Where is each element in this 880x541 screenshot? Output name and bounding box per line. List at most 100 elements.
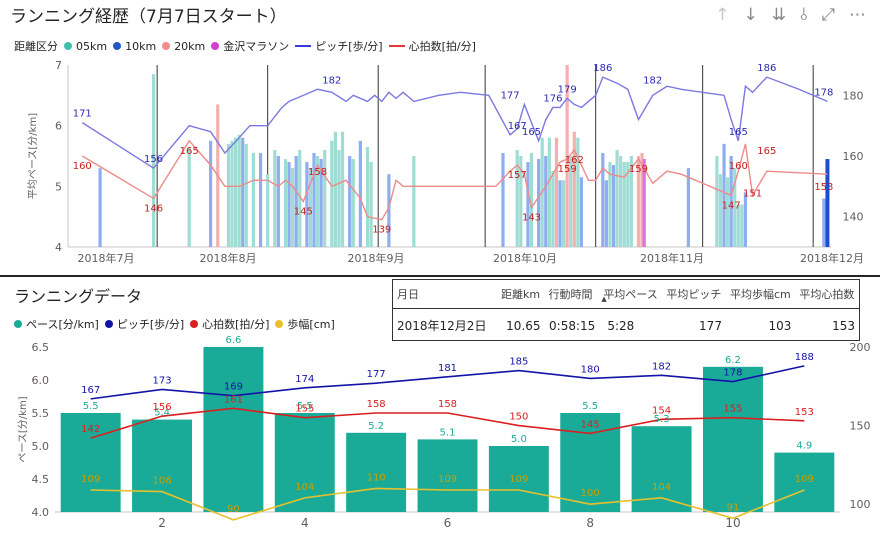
heart-data-label: 161 — [224, 394, 243, 405]
pace-bar — [615, 149, 619, 247]
col-avg-pitch[interactable]: 平均ピッチ — [662, 280, 726, 309]
pace-bar — [640, 152, 644, 247]
col-avg-stride[interactable]: 平均歩幅cm — [725, 280, 796, 309]
legend-pitch2-marker — [104, 320, 113, 328]
pitch-data-label: 178 — [814, 87, 833, 98]
heart-data-label: 165 — [180, 146, 199, 157]
pitch-data-label: 177 — [501, 90, 520, 101]
pace-bar — [626, 162, 630, 247]
x-tick-label: 2018年9月 — [348, 251, 405, 265]
pace-data-label: 5.2 — [368, 421, 384, 432]
x-tick-label: 2018年7月 — [78, 251, 135, 265]
pace-bar — [622, 162, 626, 247]
heart-line — [81, 139, 828, 221]
pace-bar — [572, 131, 576, 247]
y-tick-label: 6 — [55, 120, 62, 133]
pace-bar — [722, 143, 726, 247]
pace-bar — [369, 162, 373, 247]
pitch-data-label: 177 — [367, 369, 386, 380]
legend-marathon[interactable]: 金沢マラソン — [223, 40, 290, 53]
heart-line — [90, 407, 805, 439]
arrow-up-icon[interactable]: ↑ — [715, 5, 730, 25]
x-tick-label: 2018年10月 — [493, 251, 557, 265]
pace-bar — [544, 156, 548, 247]
x-tick-label: 4 — [301, 516, 309, 530]
pace-data-label: 5.0 — [511, 434, 527, 445]
y-tick-label: 4 — [55, 241, 62, 254]
col-avg-pace[interactable]: 平均ペース ▲ — [599, 280, 663, 309]
pace-bar — [308, 168, 313, 247]
pace-bar — [601, 152, 605, 247]
cell-avg-pitch: 177 — [699, 318, 722, 333]
y2-tick-label: 160 — [843, 150, 864, 163]
y2-tick-label: 140 — [843, 211, 864, 224]
y2-tick-label: 200 — [850, 341, 871, 354]
pace-bar-selected — [825, 159, 830, 247]
heart-data-label: 139 — [372, 225, 391, 236]
pace-bar — [98, 168, 102, 247]
pace-bar — [151, 74, 156, 247]
stats-table-panel: 月日 距離km 行動時間 平均ペース ▲ 平均ピッチ 平均歩幅cm 平均心拍数 2… — [392, 279, 860, 341]
pace-bar — [273, 149, 277, 247]
heart-data-label: 153 — [795, 407, 814, 418]
legend-pitch[interactable]: ピッチ[歩/分] — [315, 40, 383, 53]
stride-data-label: 109 — [509, 474, 528, 485]
pace-bar — [501, 152, 505, 247]
running-data-chart: 6.5 6.0 5.5 5.0 4.5 4.0 200 150 100 ペース[分/km] 2 4 6 8… — [17, 335, 871, 530]
stride-data-label: 91 — [727, 502, 740, 513]
pitch-data-label: 179 — [558, 84, 577, 95]
heart-data-label: 151 — [743, 188, 762, 199]
arrow-down-icon[interactable]: ↓ — [743, 5, 758, 25]
legend-10km[interactable]: 10km — [125, 39, 157, 53]
pace-bar — [358, 140, 362, 247]
double-arrow-down-icon[interactable]: ⇊ — [771, 5, 786, 25]
col-date[interactable]: 月日 — [393, 280, 497, 309]
col-avg-heart[interactable]: 平均心拍数 — [795, 280, 859, 309]
col-duration[interactable]: 行動時間 — [544, 280, 600, 309]
heart-data-label: 142 — [81, 424, 100, 435]
pace-bar — [561, 180, 566, 247]
pace-data-label: 5.5 — [297, 401, 313, 412]
heart-data-label: 158 — [438, 399, 457, 410]
top-chart-title: ランニング経歴（7月7日スタート） — [10, 7, 287, 27]
pace-data-label: 4.9 — [796, 441, 812, 452]
col-distance[interactable]: 距離km — [497, 280, 545, 309]
heart-data-label: 158 — [308, 167, 327, 178]
y-tick-label: 5 — [55, 180, 62, 193]
pace-bar — [686, 168, 690, 247]
pace-bar — [740, 204, 744, 247]
more-options-icon[interactable]: ⋯ — [849, 5, 866, 25]
pace-bar — [604, 180, 608, 247]
pace-bar — [244, 143, 248, 247]
pace-bar — [283, 159, 288, 247]
pace-bar — [337, 149, 341, 247]
legend-stride[interactable]: 歩幅[cm] — [287, 318, 335, 331]
pace-data-label: 6.6 — [225, 335, 241, 346]
expand-hierarchy-icon[interactable]: ⫰ — [799, 5, 808, 25]
legend-heart2[interactable]: 心拍数[拍/分] — [202, 318, 270, 331]
legend-pitch2[interactable]: ピッチ[歩/分] — [116, 318, 185, 331]
heart-data-label: 147 — [722, 200, 741, 211]
stride-data-label: 108 — [152, 476, 171, 487]
focus-mode-icon[interactable]: ⤢ — [821, 5, 835, 25]
y-tick-label: 4.5 — [32, 473, 50, 486]
heart-data-label: 146 — [144, 203, 163, 214]
pace-bar — [774, 452, 835, 512]
pace-bar — [417, 439, 478, 512]
legend-pace[interactable]: ペース[分/km] — [26, 318, 99, 331]
legend-heart[interactable]: 心拍数[拍/分] — [408, 40, 476, 53]
pace-data-label: 5.3 — [654, 414, 670, 425]
pace-bar — [576, 137, 580, 247]
pitch-data-label: 182 — [322, 75, 341, 86]
pace-bar — [579, 177, 584, 247]
stride-line — [90, 487, 805, 521]
table-row[interactable]: 2018年12月2日 10.65 0:58:15 5:28 177 103 15… — [393, 309, 859, 343]
legend-20km[interactable]: 20km — [174, 39, 206, 53]
pace-bar — [323, 149, 327, 247]
legend-05km[interactable]: 05km — [76, 39, 108, 53]
legend-10km-marker — [113, 42, 122, 50]
heart-data-label: 159 — [558, 164, 577, 175]
pace-bar — [642, 159, 646, 247]
top-chart-legend: 距離区分 05km 10km 20km 金沢マラソン ピッチ[歩/分] 心拍数[… — [14, 38, 478, 54]
pitch-data-label: 186 — [757, 63, 776, 74]
